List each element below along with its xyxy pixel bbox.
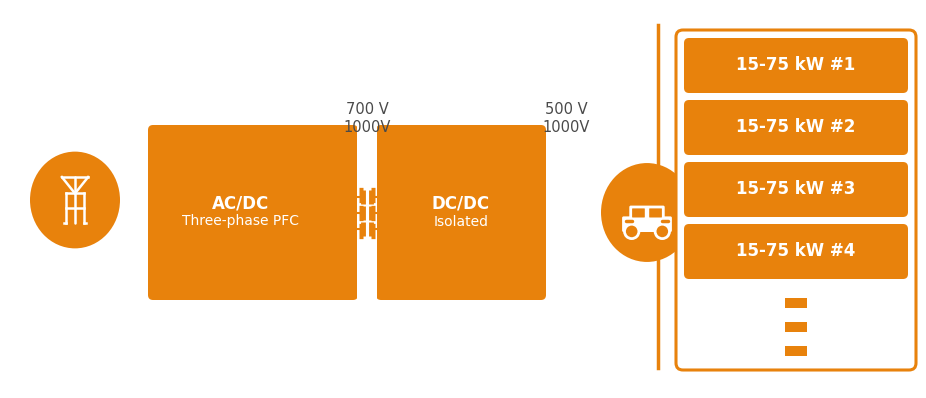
Text: 1000V: 1000V — [543, 120, 590, 135]
Text: 15-75 kW #4: 15-75 kW #4 — [736, 242, 856, 261]
Bar — [357, 125, 377, 300]
FancyBboxPatch shape — [622, 217, 672, 232]
Circle shape — [655, 224, 669, 238]
Text: 500 V: 500 V — [544, 102, 587, 117]
Ellipse shape — [601, 163, 693, 262]
Bar — [785, 298, 807, 308]
Text: Isolated: Isolated — [433, 215, 489, 228]
Text: DC/DC: DC/DC — [432, 195, 490, 213]
Text: 15-75 kW #1: 15-75 kW #1 — [736, 57, 856, 74]
Ellipse shape — [30, 152, 120, 248]
Bar — [785, 322, 807, 332]
FancyBboxPatch shape — [630, 206, 665, 220]
FancyBboxPatch shape — [376, 125, 546, 300]
Text: 700 V: 700 V — [345, 102, 388, 117]
Bar — [358, 125, 376, 300]
Circle shape — [624, 224, 639, 238]
Text: Three-phase PFC: Three-phase PFC — [181, 215, 299, 228]
FancyBboxPatch shape — [684, 224, 908, 279]
FancyBboxPatch shape — [148, 125, 358, 300]
Text: 15-75 kW #3: 15-75 kW #3 — [736, 181, 856, 199]
FancyBboxPatch shape — [649, 209, 662, 217]
FancyBboxPatch shape — [632, 209, 644, 217]
Bar — [785, 346, 807, 356]
Text: AC/DC: AC/DC — [212, 195, 269, 213]
FancyBboxPatch shape — [684, 38, 908, 93]
FancyBboxPatch shape — [684, 100, 908, 155]
Text: 15-75 kW #2: 15-75 kW #2 — [736, 119, 856, 137]
FancyBboxPatch shape — [676, 30, 916, 370]
Text: 1000V: 1000V — [344, 120, 391, 135]
FancyBboxPatch shape — [684, 162, 908, 217]
